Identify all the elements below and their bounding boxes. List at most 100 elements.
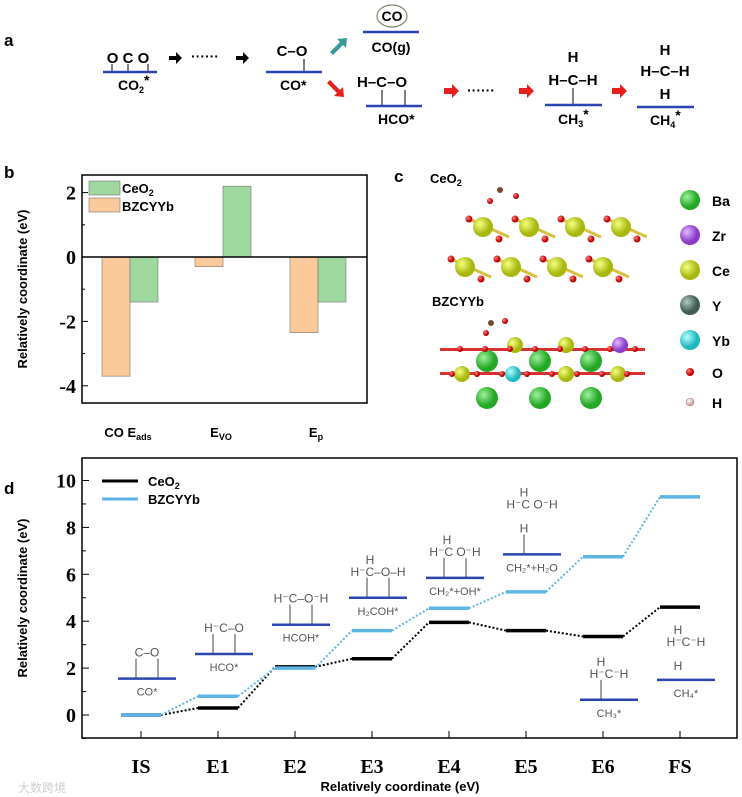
species-0: CO* C–O <box>118 646 176 699</box>
y-tick-label: 8 <box>66 517 76 539</box>
y-tick-label: 10 <box>56 471 76 493</box>
oxygen-atom <box>603 215 611 223</box>
oxygen-atom <box>449 371 455 377</box>
structure-text: H <box>366 553 375 567</box>
x-tick-label: FS <box>668 756 691 778</box>
y-tick-label: -4 <box>59 376 76 398</box>
arrow-icon <box>444 84 459 98</box>
connector-bzcyyb <box>314 629 353 669</box>
oxygen-atom <box>541 235 549 243</box>
arrow-icon <box>236 52 249 64</box>
oxygen-atom <box>624 371 630 377</box>
x-tick-label: EVO <box>210 425 232 442</box>
y-tick-label: 2 <box>66 183 76 205</box>
arrow-icon <box>612 84 627 98</box>
panel-label-c: c <box>394 167 403 186</box>
species-3: H₂COH* HH⁻C–O–H <box>349 553 407 618</box>
bzcyyb-title: BZCYYb <box>432 294 484 309</box>
structure-text: H⁻C–O⁻H <box>274 592 329 606</box>
oxygen-atom <box>549 371 555 377</box>
oxygen-atom <box>615 275 623 283</box>
legend-label-ba: Ba <box>712 193 730 209</box>
panel-label-a: a <box>4 31 14 50</box>
y-tick-label: -2 <box>59 311 76 333</box>
crystal-structures: CeO2 BZCYYb Ba Zr Ce Y Yb OH <box>430 171 730 411</box>
ch3-adsorbate: H H–C–H CH3* <box>545 49 602 129</box>
svg-text:H–C–O: H–C–O <box>357 74 407 91</box>
oxygen-atom <box>633 235 641 243</box>
oxygen-atom <box>499 371 505 377</box>
oxygen-atom <box>487 198 493 204</box>
species-label: CH₂*+OH* <box>429 586 481 598</box>
legend-label-bzcyyb: BZCYYb <box>122 199 174 214</box>
x-tick-label: E2 <box>283 756 306 778</box>
svg-text:H: H <box>660 86 671 103</box>
x-tick-label: E6 <box>591 756 614 778</box>
legend-label-y: Y <box>712 298 722 314</box>
structure-text: H⁻C O⁻H <box>506 497 557 511</box>
oxygen-atom <box>557 346 563 352</box>
structure-text: C–O <box>135 646 160 660</box>
oxygen-atom <box>585 255 593 263</box>
oxygen-atom <box>457 346 463 352</box>
y-axis-label: Relatively coordinate (eV) <box>15 210 30 369</box>
species-label: CH₄* <box>674 688 699 700</box>
bar-chart-b: -4 -2 0 2 Relatively coordinate (eV) CeO2 B… <box>15 174 368 442</box>
svg-text:HCO*: HCO* <box>378 111 415 127</box>
x-tick-label: E4 <box>437 756 460 778</box>
barium-atom <box>529 387 551 409</box>
species-7: CH₄*HH⁻C⁻HH <box>657 623 715 700</box>
x-tick-label: E3 <box>360 756 383 778</box>
structure-text: H⁻C O⁻H <box>429 545 480 559</box>
cerium-atom <box>565 217 585 237</box>
legend-label-ce: Ce <box>712 263 730 279</box>
bond <box>440 372 645 375</box>
species-label: H₂COH* <box>358 606 400 618</box>
species-1: HCO* H⁻C–O <box>195 621 253 674</box>
legend-label-o: O <box>712 365 723 381</box>
connector-ceo2 <box>237 666 276 709</box>
bar-ceo2-2 <box>317 256 347 303</box>
structure-text: H <box>597 655 606 669</box>
legend-label-h: H <box>712 395 722 411</box>
legend-atom-zr <box>680 225 700 245</box>
connector-bzcyyb <box>468 590 507 610</box>
reaction-scheme: O C O CO2* ······ C–O CO* CO CO(g) H–C–O… <box>103 4 694 130</box>
legend-atom-y <box>680 295 700 315</box>
co-gas: CO CO(g) <box>363 4 419 55</box>
cerium-atom <box>455 257 475 277</box>
bond <box>440 348 645 351</box>
oxygen-atom <box>447 255 455 263</box>
species-label: HCOH* <box>283 633 320 645</box>
ceo2-slab <box>447 187 648 283</box>
oxygen-atom <box>632 346 638 352</box>
oxygen-atom <box>502 318 508 324</box>
element-legend: Ba Zr Ce Y Yb OH <box>680 190 730 411</box>
legend-label-yb: Yb <box>712 333 730 349</box>
species-4: CH₂*+OH* HH⁻C O⁻H <box>426 533 484 598</box>
oxygen-atom <box>465 215 473 223</box>
cerium-atom <box>519 217 539 237</box>
x-tick-label: E5 <box>514 756 537 778</box>
barium-atom <box>529 350 551 372</box>
legend: CeO2 BZCYYb <box>102 474 200 507</box>
connector-bzcyyb <box>237 667 276 698</box>
bar-bzcyyb-0 <box>101 256 131 377</box>
legend-atom-h <box>685 397 695 407</box>
oxygen-atom <box>493 255 501 263</box>
ceo2-title: CeO2 <box>430 171 462 188</box>
panel-label-d: d <box>4 479 14 498</box>
oxygen-atom <box>582 346 588 352</box>
structure-text: H⁻C⁻H <box>667 635 706 649</box>
metal-atom <box>558 366 574 382</box>
co-adsorbate: C–O CO* <box>266 43 322 93</box>
y-tick-label: 0 <box>66 247 76 269</box>
bar-bzcyyb-1 <box>194 256 224 267</box>
y-tick-label: 4 <box>66 611 76 633</box>
y-axis-label: Relatively coordinate (eV) <box>15 519 30 678</box>
oxygen-atom <box>482 346 488 352</box>
svg-text:CO2*: CO2* <box>118 72 150 95</box>
structure-text: H <box>674 623 683 637</box>
x-axis-label: Relatively coordinate (eV) <box>321 779 480 794</box>
